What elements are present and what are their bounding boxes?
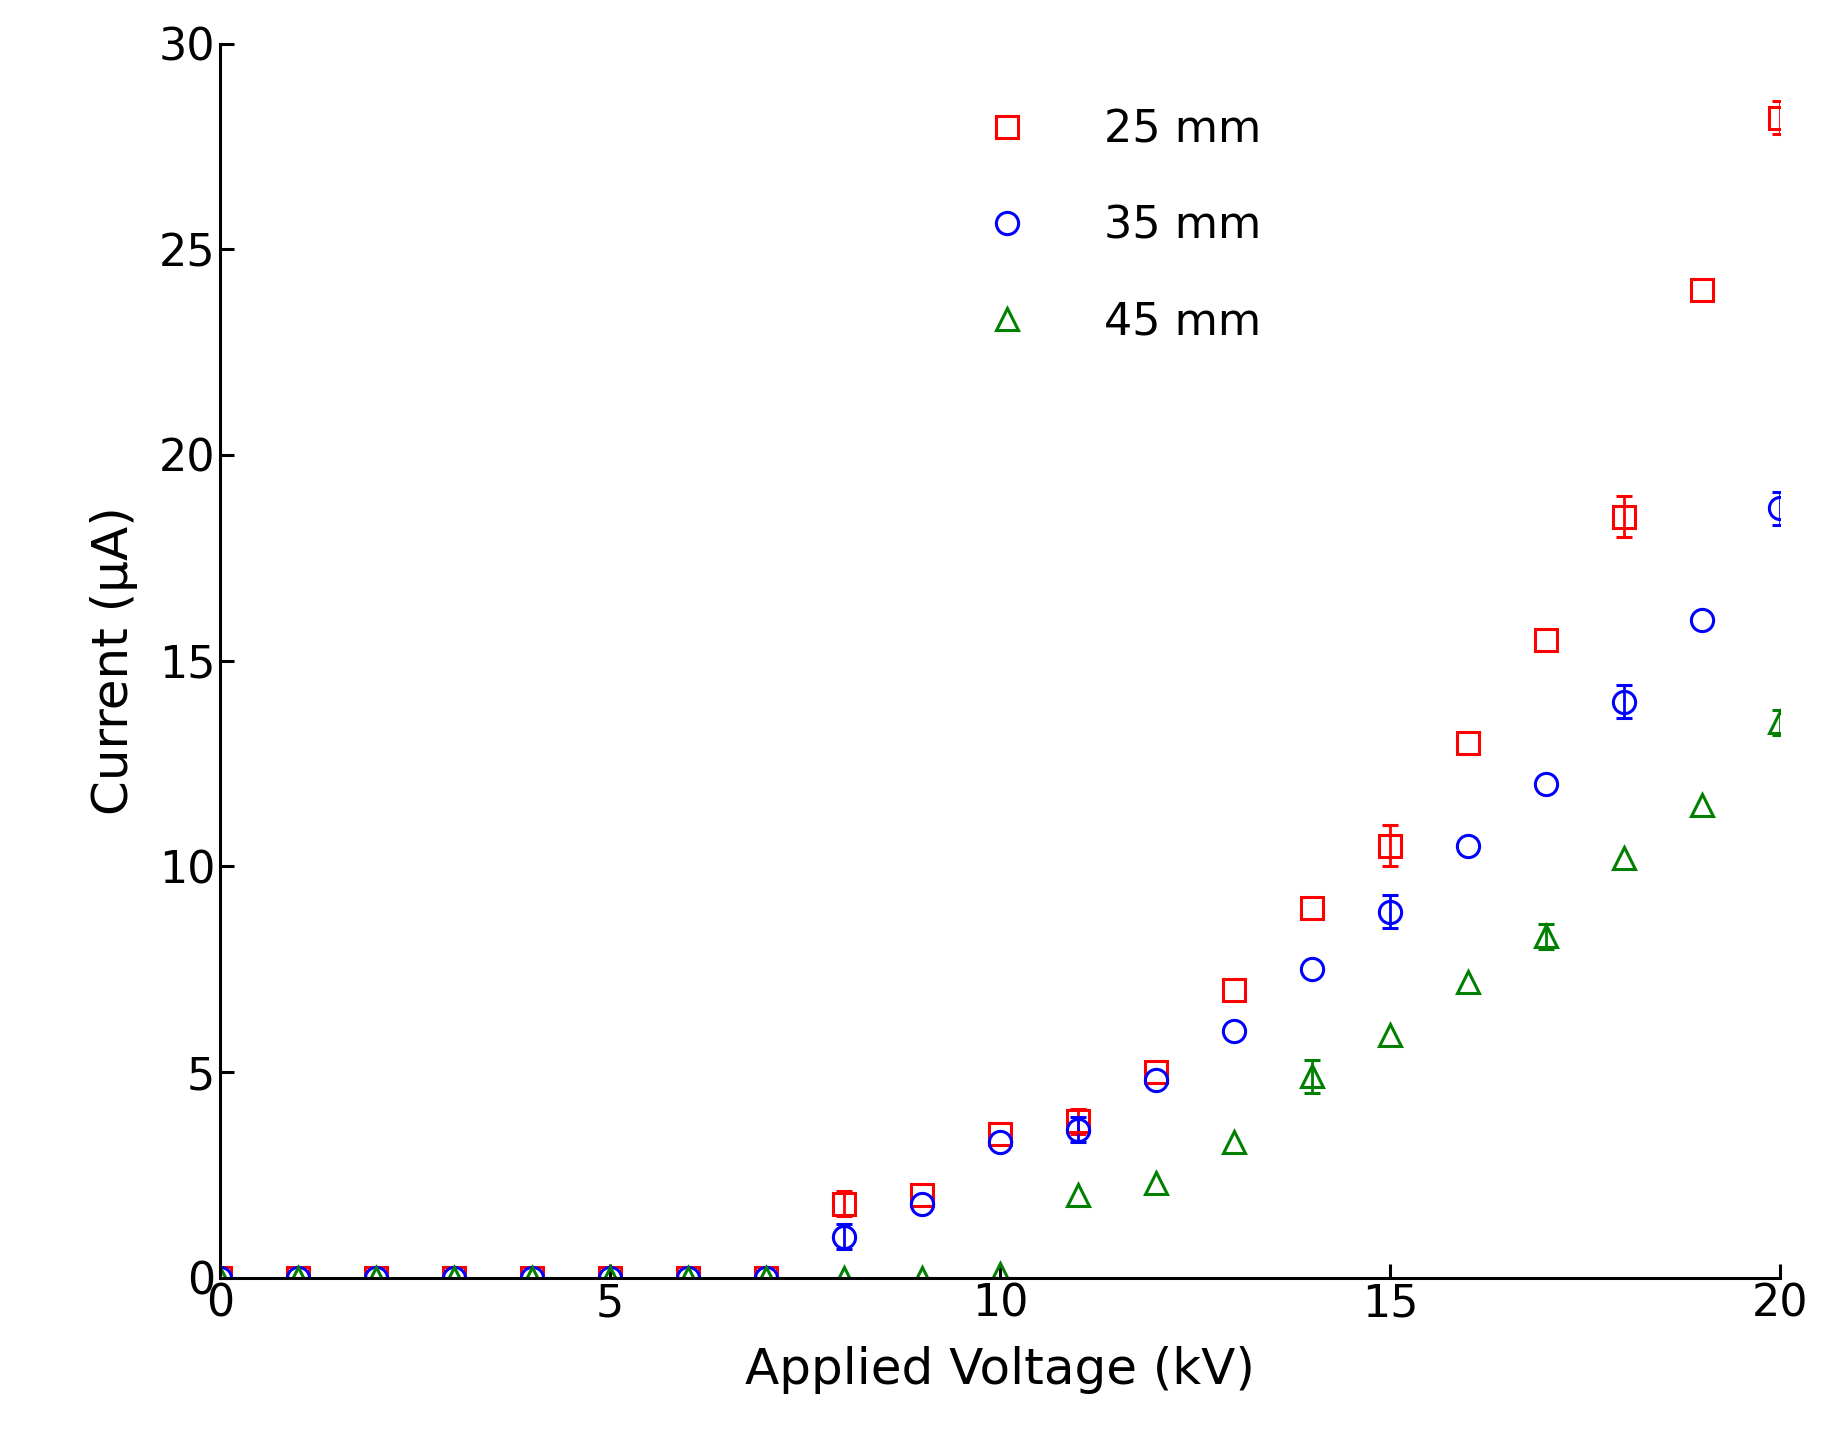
Y-axis label: Current (μA): Current (μA) bbox=[90, 507, 138, 815]
Legend: 25 mm, 35 mm, 45 mm: 25 mm, 35 mm, 45 mm bbox=[945, 90, 1279, 362]
X-axis label: Applied Voltage (kV): Applied Voltage (kV) bbox=[745, 1346, 1255, 1394]
